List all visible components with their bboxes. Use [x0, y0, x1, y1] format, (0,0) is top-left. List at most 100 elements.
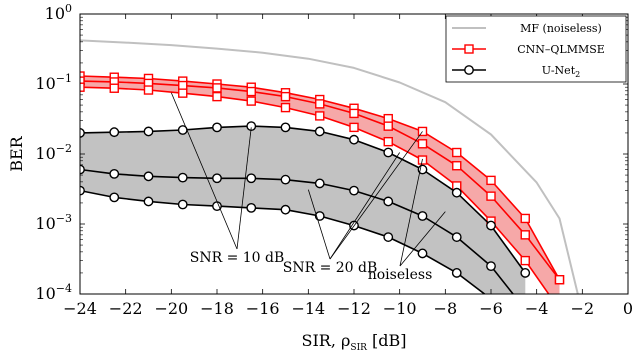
y-tick-exponent: −3 — [56, 212, 72, 225]
data-point — [417, 139, 428, 149]
data-point — [556, 306, 564, 314]
annotation-arrow — [170, 92, 238, 250]
data-point — [520, 255, 530, 266]
data-point — [109, 127, 120, 138]
series-4 — [80, 121, 531, 278]
data-point — [143, 126, 154, 137]
x-tick-label: −20 — [154, 299, 188, 318]
data-point — [314, 178, 325, 189]
data-point — [80, 76, 85, 86]
y-tick-exponent: 0 — [65, 2, 72, 15]
legend-marker — [464, 44, 474, 54]
y-tick-base: 10 — [35, 214, 55, 233]
x-tick-label: 0 — [623, 299, 633, 318]
x-tick-label: −6 — [479, 299, 503, 318]
annotation-0: SNR = 10 dB — [170, 92, 285, 266]
annotation-1: SNR = 20 dB — [283, 131, 423, 276]
data-point — [212, 122, 222, 133]
data-point — [246, 202, 257, 213]
data-point — [452, 147, 462, 158]
legend-label-text: U-Net — [542, 64, 576, 77]
legend-label-sub: 2 — [575, 70, 580, 79]
legend-label: MF (noiseless) — [520, 22, 602, 35]
legend-label-text: CNN–QLMMSE — [517, 43, 605, 56]
y-tick-exponent: −4 — [56, 282, 72, 295]
data-point — [383, 232, 394, 242]
data-point — [383, 113, 393, 124]
legend-marker — [464, 65, 474, 75]
data-point — [280, 102, 291, 113]
x-tick-label: −22 — [109, 299, 143, 318]
plot-frame — [79, 13, 629, 295]
series-line — [80, 39, 579, 294]
x-tick-label: −12 — [337, 299, 371, 318]
data-point — [143, 196, 154, 207]
annotation-arrow — [329, 131, 423, 260]
data-point — [520, 268, 531, 278]
series-line — [80, 125, 526, 274]
data-point — [486, 220, 496, 231]
legend: MF (noiseless) CNN–QLMMSE U-Net2 — [445, 15, 627, 83]
data-point — [280, 174, 291, 185]
data-point — [486, 175, 496, 186]
data-point — [451, 268, 462, 278]
y-tick-label: 10−1 — [35, 72, 72, 93]
data-point — [280, 122, 291, 133]
data-point — [520, 230, 530, 240]
data-point — [349, 134, 359, 145]
x-tick-label: −8 — [434, 299, 458, 318]
x-tick-label: −14 — [291, 299, 325, 318]
x-axis-label-unit: [dB] — [367, 331, 407, 350]
y-tick-exponent: −1 — [56, 72, 72, 85]
x-axis-label-sub: SIR — [350, 343, 367, 353]
data-point — [80, 71, 85, 81]
annotation-arrow — [329, 152, 401, 260]
data-point — [349, 122, 359, 133]
data-point — [451, 232, 462, 242]
x-tick-label: −16 — [246, 299, 280, 318]
y-tick-base: 10 — [35, 74, 55, 93]
y-tick-label: 10−2 — [35, 142, 72, 163]
legend-label: U-Net2 — [542, 64, 580, 79]
data-point — [177, 199, 188, 210]
legend-entry-0: MF (noiseless) — [452, 22, 602, 35]
unet-band-fill — [80, 126, 526, 294]
data-point — [451, 187, 462, 198]
y-tick-base: 10 — [45, 4, 65, 23]
data-point — [212, 83, 222, 93]
data-point — [383, 147, 394, 158]
data-point — [280, 204, 291, 215]
data-point — [315, 99, 325, 109]
data-point — [109, 192, 120, 203]
data-point — [109, 168, 120, 179]
cnn-band-fill — [80, 76, 560, 294]
data-point — [315, 111, 325, 121]
annotation-text: SNR = 20 dB — [283, 260, 378, 276]
data-point — [452, 161, 462, 171]
y-tick-label: 10−4 — [35, 282, 72, 303]
series-5 — [80, 164, 515, 294]
legend-label-text: MF (noiseless) — [520, 22, 602, 35]
data-point — [417, 211, 428, 221]
x-tick-label: −24 — [63, 299, 97, 318]
data-point — [349, 108, 359, 119]
region-fills — [80, 76, 560, 294]
data-point — [521, 326, 529, 334]
tick-labels: −24 −22 −20 −18 −16 −14 −12 −10 −8 −6 −4 −2 010010−1… — [35, 2, 633, 318]
annotation-2: noiseless — [368, 158, 446, 283]
data-point — [178, 80, 188, 91]
annotation-arrow — [399, 158, 423, 267]
data-point — [246, 86, 256, 97]
y-tick-exponent: −2 — [56, 142, 72, 155]
data-point — [177, 172, 188, 183]
data-point — [520, 213, 530, 224]
series-2 — [80, 76, 565, 285]
x-tick-label: −10 — [383, 299, 417, 318]
data-point — [143, 171, 154, 182]
data-point — [80, 82, 85, 92]
data-point — [383, 136, 393, 147]
y-tick-label: 10−3 — [35, 212, 72, 233]
series-line — [80, 189, 486, 294]
annotation-text: SNR = 10 dB — [190, 250, 285, 266]
